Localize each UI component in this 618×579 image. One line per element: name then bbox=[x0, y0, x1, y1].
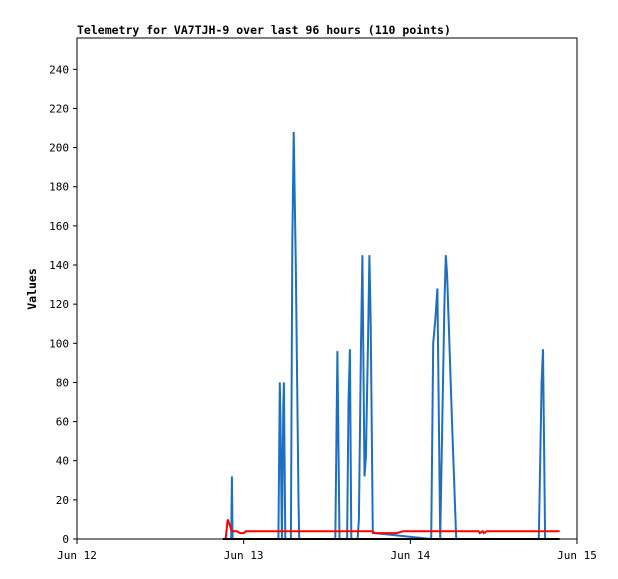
y-tick-label: 40 bbox=[56, 455, 69, 468]
plot-area bbox=[76, 37, 578, 540]
y-tick-label: 140 bbox=[49, 259, 69, 272]
x-tick-label: Jun 13 bbox=[224, 549, 264, 562]
y-tick-label: 120 bbox=[49, 298, 69, 311]
x-tick-label: Jun 12 bbox=[57, 549, 97, 562]
x-tick-label: Jun 14 bbox=[390, 549, 430, 562]
y-tick-label: 0 bbox=[62, 533, 69, 546]
chart-title: Telemetry for VA7TJH-9 over last 96 hour… bbox=[77, 23, 451, 37]
y-axis-label: Values bbox=[25, 268, 39, 310]
series-line-1 bbox=[222, 131, 560, 541]
x-axis-ticks: Jun 12 Jun 13 Jun 14 Jun 15 bbox=[57, 539, 597, 562]
y-axis-ticks: 0 20 40 60 80 100 120 140 160 180 200 220 240 bbox=[49, 63, 77, 546]
y-tick-label: 80 bbox=[56, 376, 69, 389]
series-layer bbox=[222, 131, 560, 541]
y-tick-label: 240 bbox=[49, 63, 69, 76]
x-tick-label: Jun 15 bbox=[557, 549, 597, 562]
y-tick-label: 100 bbox=[49, 337, 69, 350]
y-tick-label: 160 bbox=[49, 220, 69, 233]
y-tick-label: 20 bbox=[56, 494, 69, 507]
y-tick-label: 220 bbox=[49, 102, 69, 115]
y-tick-label: 60 bbox=[56, 416, 69, 429]
y-tick-label: 200 bbox=[49, 142, 69, 155]
series-line-2 bbox=[222, 519, 560, 540]
y-tick-label: 180 bbox=[49, 181, 69, 194]
